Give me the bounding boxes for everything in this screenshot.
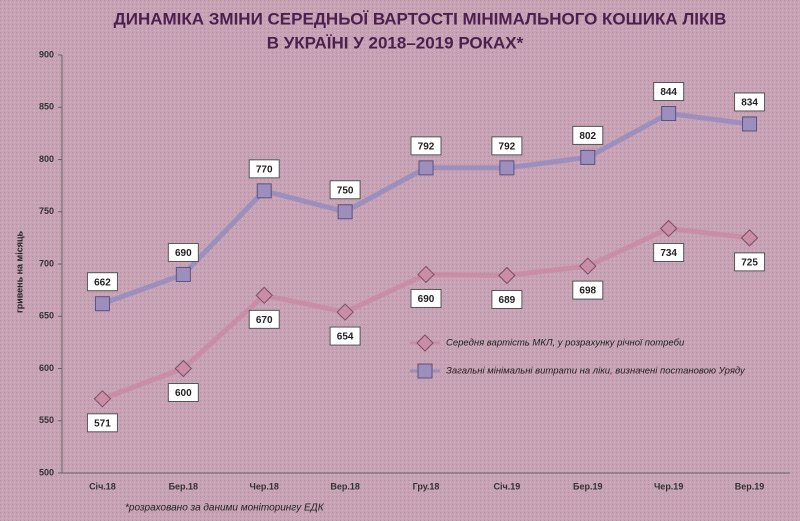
footnote: *розраховано за даними моніторингу ЕДК — [125, 503, 325, 514]
legend-marker — [417, 363, 433, 379]
y-tick-label: 750 — [39, 206, 54, 216]
data-label: 834 — [741, 98, 758, 109]
point — [417, 265, 435, 284]
y-tick-label: 850 — [39, 102, 54, 112]
y-tick-label: 800 — [39, 154, 54, 164]
y-tick-label: 650 — [39, 311, 54, 321]
data-label: 792 — [499, 142, 516, 153]
point — [255, 286, 273, 305]
data-label-box — [410, 288, 442, 308]
y-axis-label: гривень на місяць — [14, 230, 24, 313]
data-label: 734 — [660, 248, 677, 259]
data-label-box — [329, 326, 361, 346]
legend-marker — [416, 334, 434, 352]
legend-label: Загальні мінімальні витрати на ліки, виз… — [446, 366, 746, 377]
point — [661, 106, 677, 122]
data-label-box — [167, 242, 199, 262]
point — [580, 149, 596, 165]
data-label-box — [491, 136, 523, 156]
data-label: 662 — [94, 277, 111, 288]
legend-label: Середня вартість МКЛ, у розрахунку річно… — [446, 338, 685, 349]
point — [740, 229, 759, 247]
data-label-box — [86, 413, 118, 433]
data-label-box — [248, 309, 280, 329]
chart-title: ДИНАМІКА ЗМІНИ СЕРЕДНЬОЇ ВАРТОСТІ МІНІМА… — [114, 9, 727, 28]
data-label: 571 — [94, 418, 111, 429]
point — [175, 266, 191, 282]
y-tick-label: 550 — [39, 415, 54, 425]
data-label: 792 — [418, 142, 435, 153]
data-label-box — [653, 242, 685, 262]
data-label: 600 — [175, 388, 192, 399]
data-label: 690 — [175, 248, 192, 259]
point — [659, 219, 678, 238]
data-label: 670 — [256, 315, 273, 326]
point — [93, 390, 112, 408]
point — [337, 204, 353, 220]
y-tick-label: 500 — [39, 467, 54, 477]
x-tick-label: Вер.19 — [735, 481, 765, 491]
chart-title: В УКРАЇНІ У 2018–2019 РОКАХ* — [267, 33, 524, 52]
x-tick-label: Бер.18 — [169, 481, 198, 491]
x-tick-label: Січ.19 — [494, 481, 521, 491]
data-label-box — [86, 272, 118, 292]
data-label: 750 — [337, 185, 354, 196]
point — [336, 303, 354, 321]
data-label: 725 — [741, 258, 758, 269]
data-label: 844 — [660, 87, 677, 98]
data-label: 690 — [418, 294, 435, 305]
point — [256, 183, 272, 199]
x-tick-label: Січ.18 — [89, 481, 116, 491]
data-label-box — [653, 82, 685, 102]
point — [174, 359, 193, 378]
data-label: 802 — [579, 131, 596, 142]
data-label: 689 — [499, 295, 516, 306]
x-tick-label: Вер.18 — [330, 481, 360, 491]
data-label-box — [329, 180, 361, 200]
data-label: 654 — [337, 332, 354, 343]
y-tick-label: 600 — [39, 363, 54, 373]
point — [499, 160, 515, 176]
data-label-box — [572, 125, 604, 145]
point — [94, 296, 110, 312]
point — [418, 160, 434, 176]
data-label-box — [734, 252, 766, 272]
point — [579, 257, 597, 275]
x-tick-label: Чер.18 — [250, 481, 279, 491]
y-tick-label: 900 — [39, 49, 54, 59]
x-tick-label: Бер.19 — [573, 481, 602, 491]
data-label-box — [167, 383, 199, 402]
point — [498, 266, 516, 285]
data-label: 698 — [579, 286, 596, 297]
data-label-box — [491, 289, 523, 309]
data-label: 770 — [256, 164, 273, 175]
y-tick-label: 700 — [39, 258, 54, 268]
data-label-box — [248, 159, 280, 179]
x-tick-label: Гру.18 — [413, 481, 440, 491]
data-label-box — [734, 92, 766, 112]
point — [742, 116, 758, 132]
x-tick-label: Чер.19 — [654, 481, 683, 491]
data-label-box — [410, 136, 442, 156]
data-label-box — [572, 280, 604, 300]
